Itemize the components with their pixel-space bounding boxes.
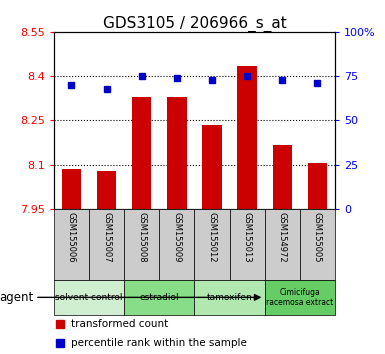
Bar xyxy=(308,163,327,209)
Text: estradiol: estradiol xyxy=(139,293,179,302)
Bar xyxy=(167,97,186,209)
Bar xyxy=(97,171,116,209)
Bar xyxy=(194,209,229,280)
Text: GSM155006: GSM155006 xyxy=(67,212,76,263)
Text: transformed count: transformed count xyxy=(71,319,168,329)
Bar xyxy=(238,66,257,209)
Text: tamoxifen: tamoxifen xyxy=(207,293,253,302)
Text: GSM155013: GSM155013 xyxy=(243,212,252,263)
Title: GDS3105 / 206966_s_at: GDS3105 / 206966_s_at xyxy=(102,16,286,32)
Text: agent: agent xyxy=(0,291,33,304)
Bar xyxy=(300,209,335,280)
Text: GSM155009: GSM155009 xyxy=(172,212,181,263)
Bar xyxy=(264,280,335,315)
Bar xyxy=(203,125,222,209)
Bar xyxy=(264,209,300,280)
Text: GSM155005: GSM155005 xyxy=(313,212,322,263)
Bar xyxy=(229,209,265,280)
Bar xyxy=(54,280,124,315)
Bar xyxy=(89,209,124,280)
Text: Cimicifuga
racemosa extract: Cimicifuga racemosa extract xyxy=(266,288,333,307)
Text: percentile rank within the sample: percentile rank within the sample xyxy=(71,338,247,348)
Text: GSM155007: GSM155007 xyxy=(102,212,111,263)
Text: GSM155008: GSM155008 xyxy=(137,212,146,263)
Bar xyxy=(159,209,194,280)
Text: GSM155012: GSM155012 xyxy=(208,212,216,263)
Bar xyxy=(54,209,89,280)
Bar xyxy=(124,280,194,315)
Bar xyxy=(273,145,292,209)
Text: solvent control: solvent control xyxy=(55,293,123,302)
Text: GSM154972: GSM154972 xyxy=(278,212,287,263)
Bar xyxy=(62,169,81,209)
Bar xyxy=(132,97,151,209)
Bar xyxy=(194,280,265,315)
Bar xyxy=(124,209,159,280)
